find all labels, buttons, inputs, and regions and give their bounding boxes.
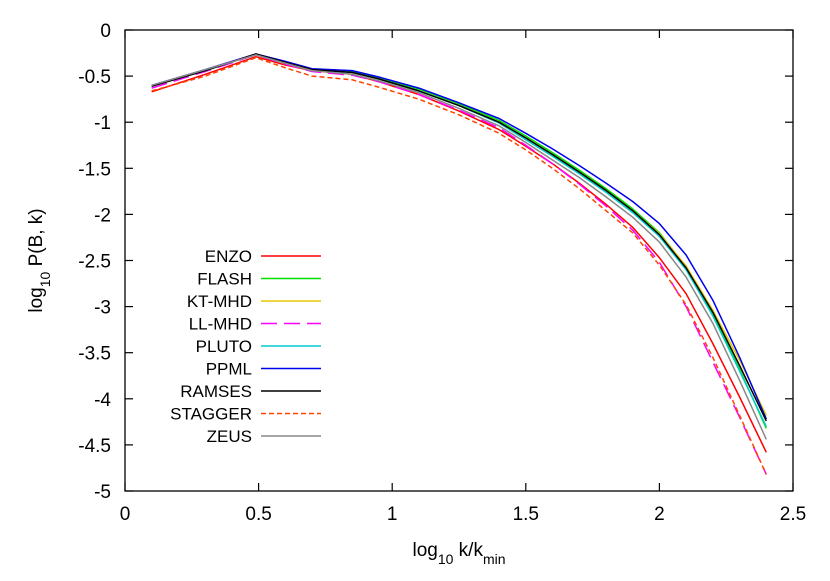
y-tick-label: -1 xyxy=(94,113,111,134)
x-axis-label-sub2: min xyxy=(483,551,506,567)
y-tick-label: -1.5 xyxy=(78,159,111,180)
x-axis-label-rest: k/k xyxy=(453,540,483,561)
legend-label-zeus: ZEUS xyxy=(207,427,252,446)
x-axis-ticks: 0 0.5 1 1.5 2 2.5 xyxy=(120,30,806,525)
series-line-zeus xyxy=(151,54,767,440)
plot-lines xyxy=(151,53,767,475)
y-tick-label: -4 xyxy=(94,390,111,411)
x-tick-label: 0 xyxy=(120,504,131,525)
x-axis-label: log10 k/kmin xyxy=(412,540,505,567)
legend-label-ramses: RAMSES xyxy=(180,382,252,401)
y-axis-label-log: log xyxy=(26,287,47,312)
series-line-ll-mhd xyxy=(151,54,767,475)
legend: ENZO FLASH KT-MHD LL-MHD PLUTO PPML RAMSES STAG… xyxy=(170,247,321,446)
x-axis-label-log: log xyxy=(412,540,437,561)
y-tick-label: -3.5 xyxy=(78,344,111,365)
y-axis-label-sub: 10 xyxy=(37,271,53,287)
legend-label-enzo: ENZO xyxy=(205,247,252,266)
y-tick-label: -2.5 xyxy=(78,252,111,273)
legend-label-stagger: STAGGER xyxy=(170,405,252,424)
y-axis-label: log10 P(B, k) xyxy=(26,208,53,312)
legend-label-flash: FLASH xyxy=(197,270,252,289)
series-line-ppml xyxy=(151,53,767,420)
legend-label-ppml: PPML xyxy=(206,360,252,379)
y-axis-label-rest: P(B, k) xyxy=(26,208,47,271)
y-tick-label: 0 xyxy=(100,21,111,42)
x-axis-label-sub: 10 xyxy=(438,551,454,567)
series-line-stagger xyxy=(151,56,767,475)
y-tick-label: -0.5 xyxy=(78,67,111,88)
series-line-ramses xyxy=(151,53,767,422)
x-tick-label: 1.5 xyxy=(513,504,539,525)
y-tick-label: -4.5 xyxy=(78,436,111,457)
x-tick-label: 0.5 xyxy=(245,504,271,525)
y-axis-ticks: 0 -0.5 -1 -1.5 -2 -2.5 -3 -3.5 -4 -4.5 -5 xyxy=(78,21,793,503)
y-tick-label: -5 xyxy=(94,482,111,503)
y-tick-label: -2 xyxy=(94,205,111,226)
legend-label-ll-mhd: LL-MHD xyxy=(189,315,252,334)
legend-label-kt-mhd: KT-MHD xyxy=(187,292,252,311)
x-tick-label: 1 xyxy=(387,504,398,525)
x-tick-label: 2 xyxy=(654,504,665,525)
x-tick-label: 2.5 xyxy=(780,504,806,525)
legend-label-pluto: PLUTO xyxy=(196,337,252,356)
y-tick-label: -3 xyxy=(94,298,111,319)
